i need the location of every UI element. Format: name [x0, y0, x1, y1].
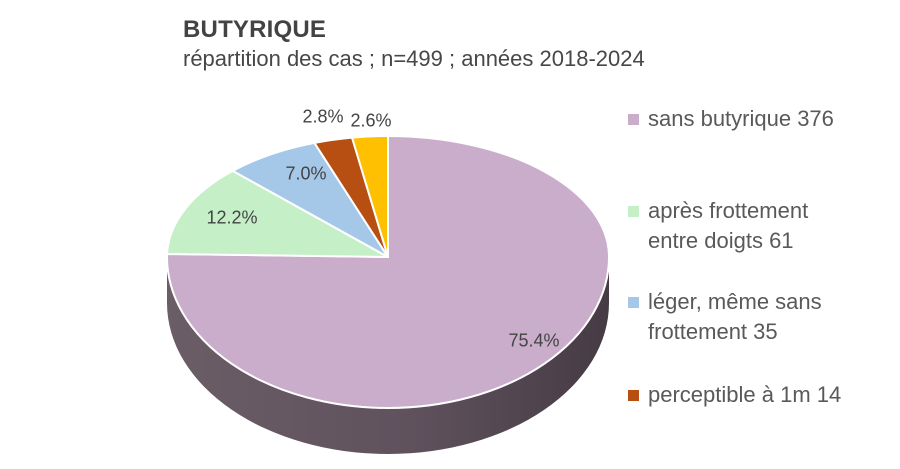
slice-data-label: 12.2%: [206, 207, 258, 228]
legend-item: perceptible à 1m 14: [628, 380, 868, 410]
slice-data-label: 75.4%: [508, 330, 560, 351]
legend-item: après frottement entre doigts 61: [628, 196, 868, 256]
slice-data-label: 2.8%: [302, 106, 344, 127]
legend-swatch-icon: [628, 114, 639, 125]
legend-swatch-icon: [628, 206, 639, 217]
chart-title: BUTYRIQUE: [183, 16, 327, 43]
pie-side-extrusion: [167, 257, 609, 454]
legend-label: sans butyrique 376: [648, 106, 834, 131]
pie-slice-slice-4: [351, 135, 389, 258]
slice-data-label: 7.0%: [285, 163, 327, 184]
pie-slice-sans-butyrique: [166, 135, 610, 409]
legend-swatch-icon: [628, 297, 639, 308]
slice-data-label: 2.6%: [350, 110, 392, 131]
legend-label: après frottement entre doigts 61: [648, 198, 809, 253]
legend-label: perceptible à 1m 14: [648, 382, 842, 407]
legend-label: léger, même sans frottement 35: [648, 289, 822, 344]
pie-slice-après-frottement-entre-doigts: [166, 169, 389, 258]
legend-swatch-icon: [628, 390, 639, 401]
legend-item: sans butyrique 376: [628, 104, 868, 134]
legend-item: léger, même sans frottement 35: [628, 287, 868, 347]
chart-subtitle: répartition des cas ; n=499 ; années 201…: [183, 46, 645, 71]
